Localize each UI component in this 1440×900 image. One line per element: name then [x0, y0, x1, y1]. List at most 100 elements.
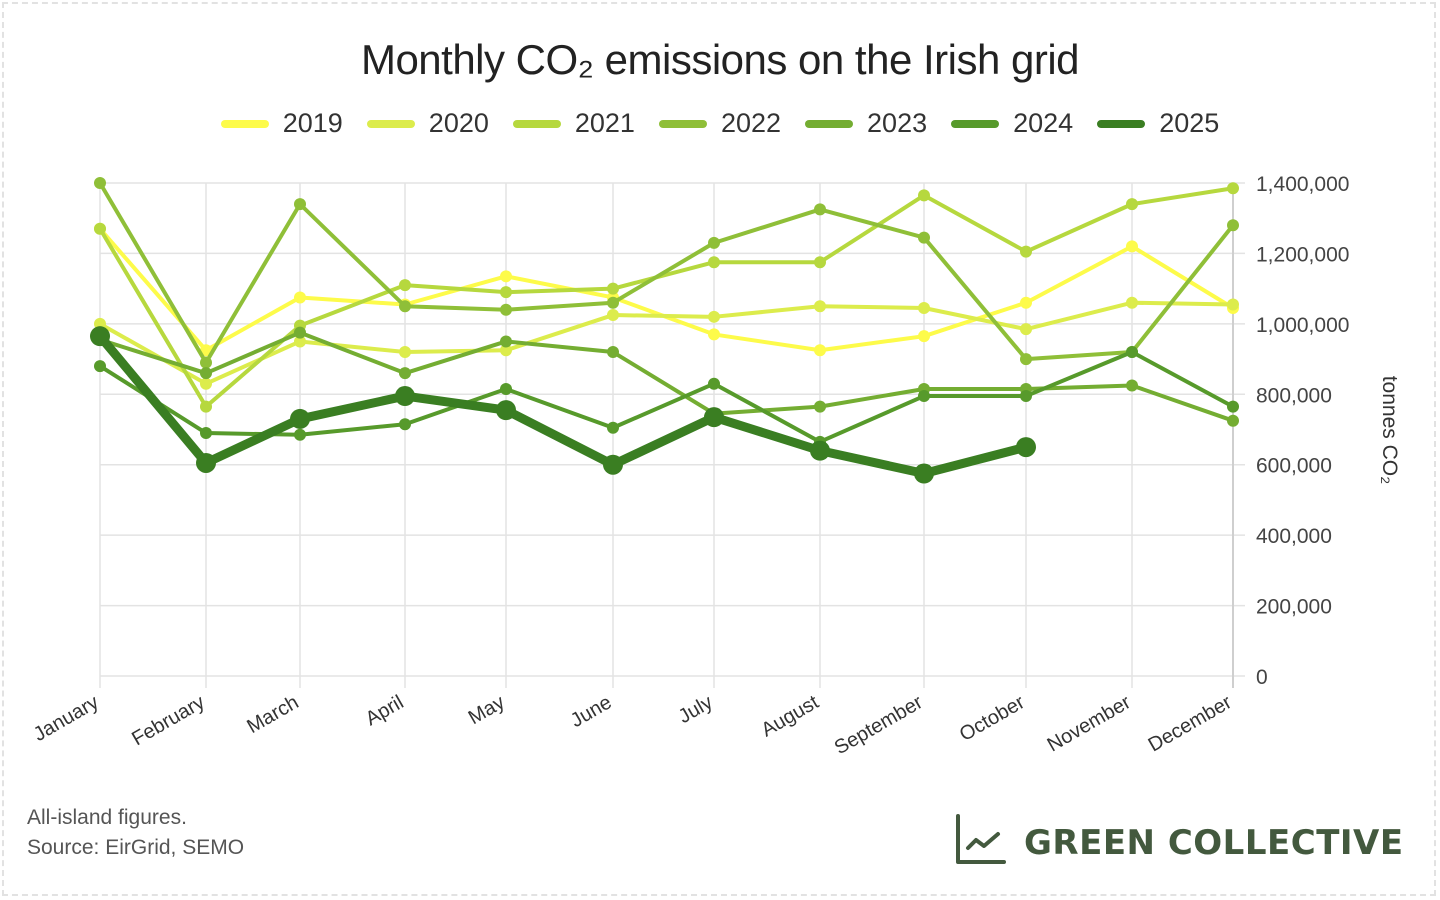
x-tick-label: May	[465, 691, 509, 729]
legend-item-2023[interactable]: 2023	[805, 108, 927, 139]
data-point-2024[interactable]	[200, 427, 212, 440]
data-point-2020[interactable]	[200, 377, 212, 390]
data-point-2019[interactable]	[814, 344, 826, 357]
x-tick-label: October	[956, 691, 1029, 746]
data-point-2025[interactable]	[395, 386, 415, 407]
legend-item-2020[interactable]: 2020	[366, 108, 489, 139]
legend-item-2024[interactable]: 2024	[951, 108, 1073, 139]
data-point-2022[interactable]	[94, 177, 106, 189]
data-point-2019[interactable]	[294, 291, 306, 304]
data-point-2019[interactable]	[918, 330, 930, 343]
data-point-2021[interactable]	[200, 400, 212, 413]
series-2020	[94, 296, 1239, 390]
legend-item-2019[interactable]: 2019	[220, 108, 343, 139]
data-point-2022[interactable]	[918, 231, 930, 244]
footnote-source: Source: EirGrid, SEMO	[27, 836, 245, 859]
data-point-2022[interactable]	[1227, 219, 1239, 232]
data-point-2023[interactable]	[607, 346, 619, 359]
data-point-2025[interactable]	[290, 408, 310, 429]
data-point-2022[interactable]	[500, 303, 512, 316]
data-point-2025[interactable]	[1016, 437, 1036, 458]
data-point-2021[interactable]	[399, 279, 411, 292]
data-point-2021[interactable]	[918, 189, 930, 202]
series-line-2021	[98, 186, 1235, 409]
data-point-2019[interactable]	[500, 270, 512, 283]
data-point-2023[interactable]	[814, 400, 826, 413]
data-point-2019[interactable]	[1020, 296, 1032, 309]
data-point-2024[interactable]	[607, 421, 619, 434]
data-point-2019[interactable]	[708, 328, 720, 341]
data-point-2024[interactable]	[1126, 346, 1138, 359]
data-point-2022[interactable]	[200, 356, 212, 369]
legend-swatch	[805, 119, 854, 128]
data-point-2022[interactable]	[607, 296, 619, 309]
data-point-2021[interactable]	[814, 256, 826, 269]
chart-title: Monthly CO₂ emissions on the Irish grid	[360, 36, 1080, 83]
data-point-2021[interactable]	[607, 282, 619, 295]
data-point-2023[interactable]	[200, 367, 212, 380]
series-line-2019	[98, 226, 1235, 353]
data-point-2024[interactable]	[399, 418, 411, 431]
data-point-2022[interactable]	[1020, 353, 1032, 366]
data-point-2020[interactable]	[1126, 296, 1138, 309]
data-point-2025[interactable]	[496, 400, 516, 421]
data-point-2025[interactable]	[704, 407, 724, 428]
data-point-2020[interactable]	[1227, 298, 1239, 311]
y-tick-label: 0	[1256, 666, 1268, 689]
series-2024	[94, 346, 1239, 448]
x-tick-label: December	[1145, 691, 1236, 756]
data-point-2025[interactable]	[810, 440, 830, 461]
data-point-2020[interactable]	[1020, 323, 1032, 336]
data-point-2025[interactable]	[196, 452, 216, 473]
data-point-2019[interactable]	[200, 344, 212, 357]
series-line-2023	[98, 330, 1235, 423]
data-point-2024[interactable]	[294, 428, 306, 441]
data-point-2020[interactable]	[814, 300, 826, 313]
data-point-2025[interactable]	[90, 326, 110, 347]
data-point-2022[interactable]	[294, 198, 306, 211]
data-point-2023[interactable]	[399, 367, 411, 380]
legend-label: 2022	[720, 108, 782, 138]
data-point-2024[interactable]	[1020, 390, 1032, 403]
legend-item-2025[interactable]: 2025	[1097, 108, 1219, 139]
data-point-2020[interactable]	[294, 335, 306, 348]
data-point-2022[interactable]	[399, 300, 411, 313]
data-point-2022[interactable]	[814, 203, 826, 216]
data-point-2021[interactable]	[94, 222, 106, 235]
data-point-2019[interactable]	[1126, 240, 1138, 253]
data-point-2020[interactable]	[500, 344, 512, 357]
data-point-2020[interactable]	[607, 309, 619, 322]
legend-swatch	[951, 119, 1000, 128]
legend-swatch	[220, 119, 269, 128]
x-tick-label: January	[30, 691, 103, 746]
data-point-2021[interactable]	[1020, 245, 1032, 258]
data-point-2024[interactable]	[500, 383, 512, 396]
data-point-2021[interactable]	[1227, 182, 1239, 195]
legend-item-2022[interactable]: 2022	[658, 108, 782, 139]
data-point-2023[interactable]	[1227, 414, 1239, 427]
data-point-2020[interactable]	[399, 346, 411, 359]
data-point-2020[interactable]	[708, 310, 720, 323]
data-point-2023[interactable]	[294, 326, 306, 339]
data-point-2020[interactable]	[918, 302, 930, 315]
data-point-2025[interactable]	[603, 454, 623, 475]
legend-label: 2023	[867, 108, 928, 138]
data-point-2022[interactable]	[708, 236, 720, 249]
data-point-2023[interactable]	[500, 335, 512, 348]
data-point-2021[interactable]	[708, 256, 720, 269]
series-line-2020	[98, 300, 1235, 386]
data-point-2021[interactable]	[1126, 198, 1138, 211]
legend-item-2021[interactable]: 2021	[512, 108, 635, 139]
data-point-2024[interactable]	[1227, 400, 1239, 413]
data-point-2024[interactable]	[708, 377, 720, 390]
data-point-2021[interactable]	[500, 286, 512, 299]
data-point-2024[interactable]	[94, 360, 106, 373]
series-line-2022	[98, 181, 1235, 365]
data-point-2023[interactable]	[1126, 379, 1138, 392]
y-tick-label: 1,400,000	[1256, 173, 1349, 196]
data-point-2025[interactable]	[914, 463, 934, 484]
data-point-2024[interactable]	[918, 390, 930, 403]
x-tick-label: March	[243, 691, 302, 738]
